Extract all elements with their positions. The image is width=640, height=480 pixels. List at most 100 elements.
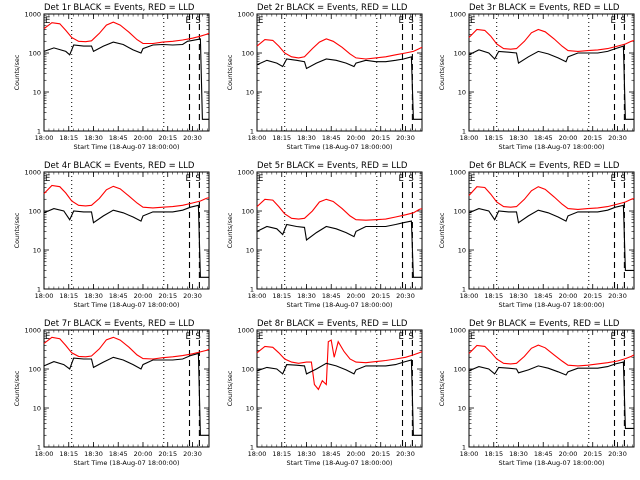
y-tick-label: 100 [454, 208, 466, 216]
y-tick-label: 1 [250, 128, 254, 136]
x-tick-label: 20:30 [396, 134, 415, 142]
x-tick-label: 18:15 [272, 292, 291, 300]
events-series-line [43, 204, 209, 278]
x-tick-label: 18:15 [272, 450, 291, 458]
y-tick-label: 10 [33, 89, 41, 97]
x-tick-label: 18:30 [297, 134, 316, 142]
marker-label-s: S [408, 174, 413, 184]
events-series-line [468, 361, 634, 429]
lld-series-line [43, 184, 210, 209]
marker-label-start: E [470, 16, 475, 26]
marker-label-s: S [408, 16, 413, 26]
x-tick-label: 20:00 [559, 292, 578, 300]
x-tick-label: 20:15 [158, 292, 177, 300]
panel-8: Det 8r BLACK = Events, RED = LLD 1 10 100 10… [226, 319, 423, 467]
x-tick-label: 18:45 [109, 292, 128, 300]
y-tick-label: 10 [458, 89, 466, 97]
marker-label-start: E [258, 332, 263, 342]
marker-label-start: E [258, 174, 263, 184]
panel-title: Det 9r BLACK = Events, RED = LLD [469, 319, 620, 329]
plot-frame [256, 329, 423, 448]
events-series-line [256, 56, 422, 120]
x-tick-label: 20:15 [158, 134, 177, 142]
x-tick-label: 18:00 [460, 450, 479, 458]
y-tick-label: 1000 [237, 11, 254, 19]
y-tick-label: 1 [462, 286, 466, 294]
marker-label-start: E [470, 332, 475, 342]
plot-frame [468, 329, 635, 448]
x-tick-label: 20:30 [608, 292, 627, 300]
panel-title: Det 2r BLACK = Events, RED = LLD [257, 3, 408, 13]
x-tick-label: 18:30 [297, 450, 316, 458]
x-tick-label: 18:45 [322, 292, 341, 300]
x-tick-label: 18:15 [484, 292, 503, 300]
x-axis-label: Start Time (18-Aug-07 18:00:00) [286, 301, 392, 309]
y-tick-label: 100 [29, 208, 41, 216]
marker-label-start: E [45, 332, 50, 342]
y-axis-label: Counts/sec [226, 54, 234, 90]
panel-3: Det 3r BLACK = Events, RED = LLD 1 10 100 10… [438, 3, 635, 151]
panel-title: Det 6r BLACK = Events, RED = LLD [469, 161, 620, 171]
plot-frame [256, 171, 423, 290]
lld-series-line [256, 38, 423, 60]
marker-label-s: S [195, 174, 200, 184]
marker-label-s: S [620, 174, 625, 184]
x-axis-label: Start Time (18-Aug-07 18:00:00) [498, 143, 604, 151]
x-tick-label: 20:00 [559, 134, 578, 142]
x-axis-label: Start Time (18-Aug-07 18:00:00) [286, 143, 392, 151]
panel-title: Det 5r BLACK = Events, RED = LLD [257, 161, 408, 171]
x-tick-label: 20:00 [134, 134, 153, 142]
x-axis-label: Start Time (18-Aug-07 18:00:00) [498, 301, 604, 309]
marker-label-s: S [620, 332, 625, 342]
marker-label-start: E [258, 16, 263, 26]
lld-series-line [468, 186, 635, 210]
y-axis-label: Counts/sec [226, 212, 234, 248]
y-tick-label: 1 [250, 286, 254, 294]
y-axis-label: Counts/sec [226, 370, 234, 406]
y-tick-label: 10 [33, 405, 41, 413]
plot-frame [43, 329, 210, 448]
panel-5: Det 5r BLACK = Events, RED = LLD 1 10 100 10… [226, 161, 423, 309]
y-tick-label: 1 [37, 444, 41, 452]
x-tick-label: 20:00 [559, 450, 578, 458]
x-tick-label: 18:00 [248, 450, 267, 458]
y-tick-label: 100 [242, 208, 254, 216]
x-tick-label: 18:45 [322, 134, 341, 142]
x-tick-label: 20:30 [183, 450, 202, 458]
x-axis-label: Start Time (18-Aug-07 18:00:00) [73, 301, 179, 309]
x-tick-label: 20:00 [347, 134, 366, 142]
y-tick-label: 10 [246, 247, 254, 255]
y-axis-label: Counts/sec [13, 370, 21, 406]
y-tick-label: 1 [462, 444, 466, 452]
marker-label-e: E [611, 174, 616, 184]
marker-label-e: E [186, 174, 191, 184]
y-tick-label: 1 [37, 286, 41, 294]
x-tick-label: 20:00 [134, 292, 153, 300]
panel-4: Det 4r BLACK = Events, RED = LLD 1 10 100 10… [13, 161, 210, 309]
y-tick-label: 10 [246, 89, 254, 97]
lld-series-line [256, 339, 423, 391]
x-tick-label: 18:45 [534, 292, 553, 300]
y-tick-label: 10 [246, 405, 254, 413]
x-tick-label: 18:00 [35, 292, 54, 300]
marker-label-e: E [611, 16, 616, 26]
y-axis-label: Counts/sec [13, 212, 21, 248]
events-series-line [256, 220, 422, 278]
y-tick-label: 100 [29, 50, 41, 58]
lld-series-line [256, 198, 423, 221]
panel-title: Det 7r BLACK = Events, RED = LLD [44, 319, 195, 329]
marker-label-start: E [470, 174, 475, 184]
y-tick-label: 1000 [449, 327, 466, 335]
x-tick-label: 18:15 [59, 134, 78, 142]
x-tick-label: 18:30 [84, 292, 103, 300]
x-tick-label: 18:45 [322, 450, 341, 458]
x-tick-label: 20:15 [583, 292, 602, 300]
panel-7: Det 7r BLACK = Events, RED = LLD 1 10 100 10… [13, 319, 210, 467]
y-tick-label: 1000 [24, 327, 41, 335]
y-axis-label: Counts/sec [13, 54, 21, 90]
panel-title: Det 4r BLACK = Events, RED = LLD [44, 161, 195, 171]
events-series-line [468, 204, 634, 271]
events-series-line [43, 38, 209, 120]
events-series-line [256, 359, 422, 436]
